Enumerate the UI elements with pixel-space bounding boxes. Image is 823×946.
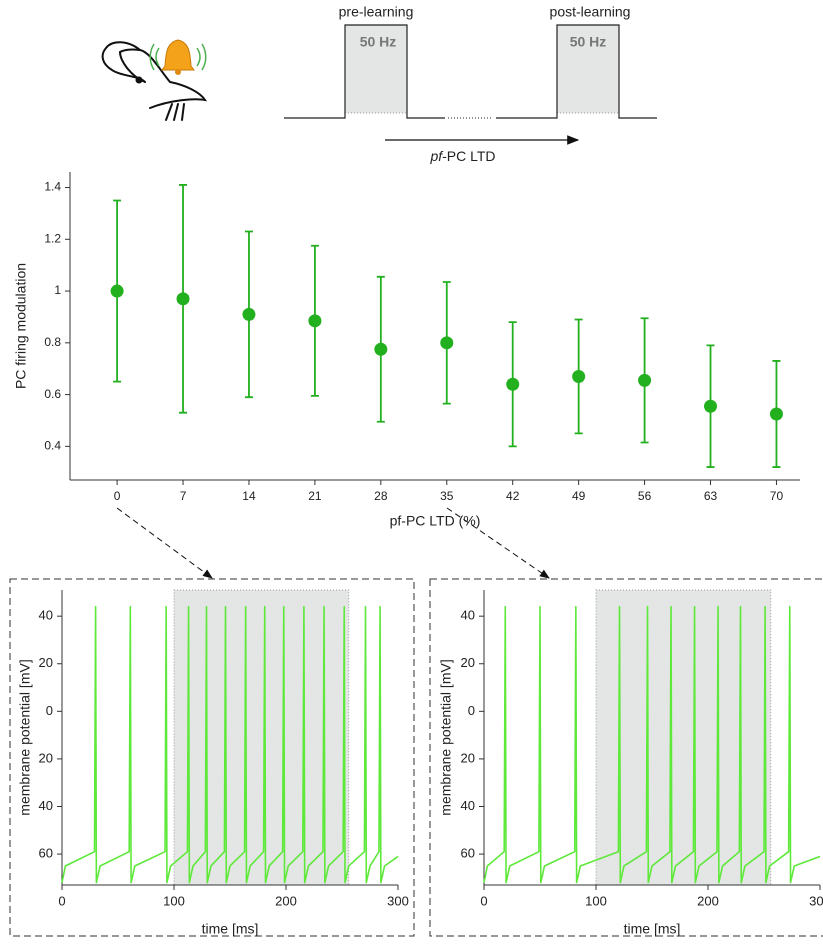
data-point <box>638 374 651 387</box>
x-tick-label: 200 <box>275 893 297 908</box>
post-rate: 50 Hz <box>570 34 607 50</box>
x-tick-label: 200 <box>697 893 719 908</box>
data-point <box>572 370 585 383</box>
pre-rate: 50 Hz <box>360 34 397 50</box>
x-tick-label: 100 <box>585 893 607 908</box>
x-tick-label: 7 <box>180 489 187 503</box>
y-tick-label: 1.4 <box>44 180 61 194</box>
x-tick-label: 42 <box>506 489 520 503</box>
y-tick-label: 40 <box>39 798 53 813</box>
y-tick-label: 0.6 <box>44 387 61 401</box>
x-tick-label: 14 <box>242 489 256 503</box>
x-tick-label: 49 <box>572 489 586 503</box>
arrow-label: pf-PC LTD <box>429 148 495 164</box>
x-axis-label: time [ms] <box>202 921 259 937</box>
data-point <box>242 308 255 321</box>
y-tick-label: 40 <box>461 608 475 623</box>
y-tick-label: 0.4 <box>44 439 61 453</box>
bell-icon <box>150 40 206 75</box>
y-axis-label: membrane potential [mV] <box>17 659 33 815</box>
x-tick-label: 100 <box>163 893 185 908</box>
y-tick-label: 60 <box>461 846 475 861</box>
pointer-arrow <box>117 508 212 578</box>
x-tick-label: 28 <box>374 489 388 503</box>
data-point <box>111 285 124 298</box>
x-tick-label: 300 <box>809 893 823 908</box>
y-tick-label: 60 <box>39 846 53 861</box>
stimulus-shade <box>596 590 771 885</box>
y-tick-label: 0 <box>468 703 475 718</box>
y-axis-label: PC firing modulation <box>13 263 29 389</box>
x-tick-label: 0 <box>114 489 121 503</box>
x-tick-label: 0 <box>58 893 65 908</box>
y-tick-label: 1 <box>54 283 61 297</box>
pre-label: pre-learning <box>339 4 414 20</box>
x-axis-label: pf-PC LTD (%) <box>390 513 481 529</box>
x-tick-label: 35 <box>440 489 454 503</box>
y-tick-label: 40 <box>39 608 53 623</box>
y-tick-label: 20 <box>461 750 475 765</box>
arrow-label-rest: -PC LTD <box>442 148 495 164</box>
post-label: post-learning <box>550 4 631 20</box>
x-tick-label: 300 <box>387 893 409 908</box>
y-tick-label: 20 <box>39 750 53 765</box>
data-point <box>506 378 519 391</box>
y-tick-label: 20 <box>461 655 475 670</box>
data-point <box>374 343 387 356</box>
data-point <box>704 400 717 413</box>
x-axis-label: time [ms] <box>624 921 681 937</box>
y-tick-label: 40 <box>461 798 475 813</box>
y-axis-label: membrane potential [mV] <box>438 659 454 815</box>
data-point <box>440 336 453 349</box>
x-tick-label: 56 <box>638 489 652 503</box>
x-tick-label: 0 <box>480 893 487 908</box>
y-tick-label: 1.2 <box>44 231 61 245</box>
data-point <box>770 408 783 421</box>
x-tick-label: 70 <box>770 489 784 503</box>
data-point <box>177 292 190 305</box>
y-tick-label: 20 <box>39 655 53 670</box>
data-point <box>308 314 321 327</box>
y-tick-label: 0 <box>46 703 53 718</box>
x-tick-label: 63 <box>704 489 718 503</box>
figure: pre-learning post-learning 50 Hz 50 Hz p… <box>0 0 823 941</box>
x-tick-label: 21 <box>308 489 322 503</box>
y-tick-label: 0.8 <box>44 335 61 349</box>
page: {"schematic": {"pre_label": "pre-learnin… <box>0 0 823 941</box>
